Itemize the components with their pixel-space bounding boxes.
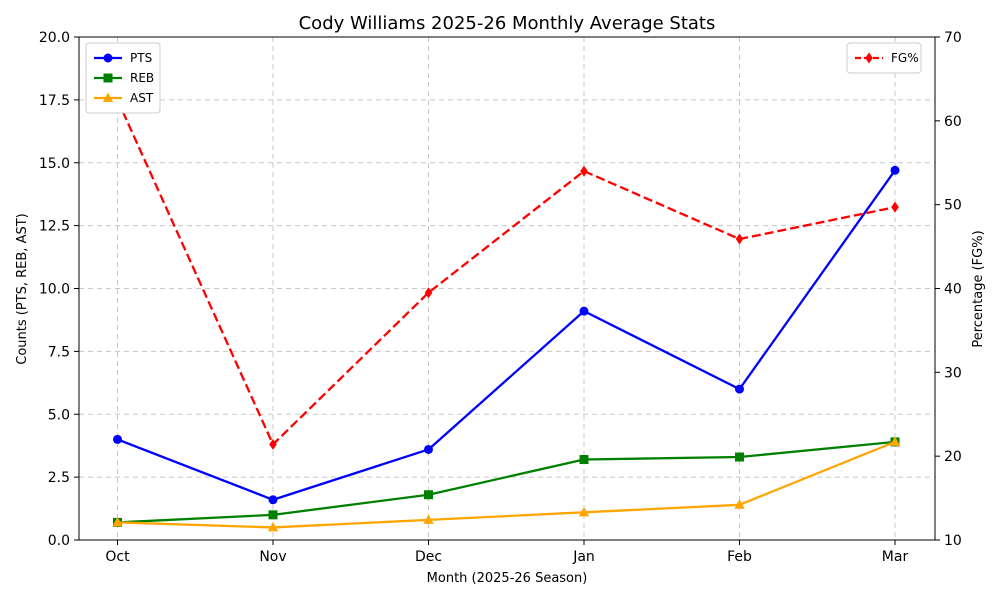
legend-label: AST [130,91,154,105]
x-axis-ticks: Oct Nov Dec Jan Feb Mar [105,540,908,565]
data-point-reb [579,455,589,465]
x-axis-label: Month (2025-26 Season) [427,571,588,586]
series-line-fg [116,99,896,446]
data-point-ast [578,506,590,517]
data-point-pts [268,495,278,505]
x-tick-label: Dec [415,549,442,565]
y-axis-right-label: Percentage (FG%) [971,230,986,347]
legend-label: PTS [130,51,152,65]
data-point-reb [424,490,433,500]
grid [79,36,935,541]
data-point-ast [734,499,745,509]
series-pts [113,165,900,505]
series-line-pts [117,169,896,501]
right-tick-label: 60 [944,114,962,130]
legend-marker [865,52,873,64]
left-tick-label: 17.5 [39,93,70,109]
left-tick-label: 15.0 [39,156,70,172]
data-point-fg [580,165,588,177]
right-tick-label: 40 [944,282,962,298]
data-point-fg [735,233,744,245]
x-tick-label: Oct [105,549,130,565]
right-axis-ticks: 10 20 30 40 50 60 70 [935,30,962,549]
legend-right-box [846,42,922,74]
data-point-fg [891,201,899,213]
series-reb [113,437,900,527]
right-tick-label: 30 [944,365,962,381]
right-tick-label: 50 [944,198,962,214]
legend-right: FG% [846,42,922,74]
x-tick-label: Nov [259,549,286,565]
legend-marker [102,92,114,102]
data-point-ast [267,521,279,532]
legend-left: PTS REB AST [85,42,161,114]
series-line-ast [117,440,896,529]
series-layer [112,94,901,532]
left-tick-label: 10.0 [39,282,70,298]
series-ast [112,436,901,532]
x-tick-label: Jan [572,549,595,565]
right-tick-label: 70 [944,30,962,46]
data-point-pts [735,384,744,394]
x-tick-label: Mar [882,549,909,565]
data-point-ast [112,516,123,527]
left-tick-label: 20.0 [39,30,70,46]
legend-marker [103,73,113,83]
left-tick-label: 5.0 [48,407,70,423]
left-axis-ticks: 0.0 2.5 5.0 7.5 10.0 12.5 15.0 17.5 20.0 [39,30,79,549]
legend-label: FG% [891,51,919,65]
left-tick-label: 0.0 [48,533,70,549]
data-point-pts [890,165,900,175]
data-point-pts [424,444,433,454]
data-point-pts [579,306,589,316]
data-point-fg [424,287,433,299]
x-tick-label: Feb [727,549,752,565]
legend-marker [103,53,113,63]
chart-title: Cody Williams 2025-26 Monthly Average St… [299,13,716,34]
left-tick-label: 7.5 [48,344,70,360]
right-tick-label: 20 [944,449,962,465]
data-point-reb [735,452,744,462]
data-point-fg [269,438,277,450]
data-point-pts [113,434,122,444]
y-axis-left-label: Counts (PTS, REB, AST) [15,213,30,364]
right-tick-label: 10 [944,533,962,549]
data-point-reb [268,510,278,520]
legend-label: REB [130,71,154,85]
plot-frame [78,36,936,541]
data-point-ast [889,436,901,446]
data-point-ast [423,514,434,524]
left-tick-label: 2.5 [48,470,70,486]
series-fg [113,94,899,450]
series-line-reb [117,440,896,524]
left-tick-label: 12.5 [39,219,70,235]
